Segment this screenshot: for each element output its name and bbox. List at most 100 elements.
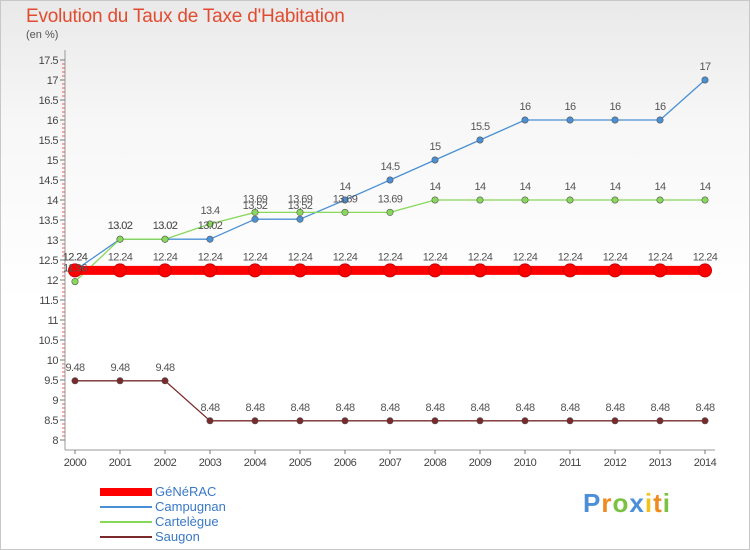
chart-axes: 8 8.5 9 9.5 10 10.5 11 11.5 12 12.5 13 13.5 14 14.5 15… (39, 50, 717, 469)
logo-letter: t (653, 488, 663, 518)
x-tick-label: 2002 (154, 457, 177, 469)
data-label: 8.48 (470, 402, 489, 414)
data-point (566, 196, 574, 204)
y-tick-label: 14 (47, 195, 59, 207)
y-tick-label: 17 (47, 75, 59, 87)
data-point (656, 417, 664, 425)
y-tick-label: 12.5 (39, 255, 59, 267)
y-tick-label: 16.5 (39, 95, 59, 107)
x-tick-label: 2011 (559, 457, 581, 469)
logo-letter: i (644, 488, 654, 518)
data-point (293, 263, 307, 278)
data-point (248, 263, 262, 278)
data-point (386, 208, 394, 216)
y-tick-label: 15 (47, 155, 59, 167)
data-point (428, 263, 442, 278)
x-tick-label: 2000 (64, 457, 87, 469)
data-point (476, 417, 484, 425)
data-point (473, 263, 487, 278)
legend-label-generac: GéNéRAC (155, 484, 217, 499)
legend-swatch-generac (100, 488, 152, 496)
data-label: 14 (519, 181, 531, 193)
data-label: 9.48 (155, 362, 174, 374)
data-label: 12.24 (333, 251, 358, 263)
data-point (116, 377, 124, 385)
data-label: 15.5 (470, 121, 489, 133)
y-tick-label: 10 (47, 355, 59, 367)
legend-item-saugon: Saugon (100, 529, 300, 544)
data-point (656, 196, 664, 204)
x-tick-label: 2008 (424, 457, 447, 469)
data-point (71, 278, 79, 286)
data-label: 12.24 (378, 251, 403, 263)
logo-letter: i (662, 488, 671, 518)
legend-swatch-saugon (100, 536, 152, 538)
x-tick-label: 2009 (469, 457, 492, 469)
data-label: 14 (609, 181, 621, 193)
data-point (701, 417, 709, 425)
legend-label-cartelegue: Cartelègue (155, 514, 219, 529)
data-labels-layer: 12.24 12.24 12.24 12.24 12.24 12.24 12.24 12.24… (63, 61, 719, 414)
data-label: 13.4 (200, 205, 219, 217)
logo-letter: x (629, 488, 645, 518)
data-label: 12.24 (108, 251, 133, 263)
data-point (341, 196, 349, 204)
data-point (386, 176, 394, 184)
data-point (341, 417, 349, 425)
data-label: 13.69 (378, 193, 403, 205)
y-tick-label: 14.5 (39, 175, 59, 187)
chart-subtitle: (en %) (26, 29, 59, 41)
data-point (698, 263, 712, 278)
x-tick-label: 2001 (109, 457, 132, 469)
data-point (383, 263, 397, 278)
data-label: 14 (654, 181, 666, 193)
data-label: 8.48 (380, 402, 399, 414)
data-point (113, 263, 127, 278)
x-tick-label: 2004 (244, 457, 267, 469)
data-point (251, 208, 259, 216)
data-point (161, 235, 169, 243)
data-point (296, 215, 304, 223)
data-point (251, 417, 259, 425)
data-point (386, 417, 394, 425)
x-tick-label: 2010 (514, 457, 537, 469)
data-label: 12.24 (63, 251, 88, 263)
data-point (206, 417, 214, 425)
data-label: 16 (609, 101, 621, 113)
data-point (431, 196, 439, 204)
proxiti-logo: Proxiti (583, 488, 671, 519)
data-label: 12.24 (63, 251, 88, 263)
data-label: 13.52 (288, 200, 313, 212)
data-point (611, 116, 619, 124)
data-point (71, 377, 79, 385)
data-label: 9.48 (65, 362, 84, 374)
data-label: 16 (519, 101, 531, 113)
data-label: 12.24 (243, 251, 268, 263)
data-point (338, 263, 352, 278)
data-label: 8.48 (560, 402, 579, 414)
data-point (521, 116, 529, 124)
data-point (521, 417, 529, 425)
data-point (251, 215, 259, 223)
data-label: 12.24 (153, 251, 178, 263)
chart-title: Evolution du Taux de Taxe d'Habitation (26, 6, 345, 27)
y-tick-label: 12 (47, 275, 59, 287)
y-tick-label: 15.5 (39, 135, 59, 147)
x-tick-label: 2005 (289, 457, 312, 469)
y-tick-label: 11.5 (39, 295, 58, 307)
data-point (161, 377, 169, 385)
data-label: 8.48 (425, 402, 444, 414)
data-point (476, 196, 484, 204)
data-point (701, 196, 709, 204)
y-tick-label: 13.5 (39, 215, 59, 227)
y-tick-label: 11 (48, 315, 59, 327)
data-point (563, 263, 577, 278)
data-label: 11.96 (63, 263, 87, 275)
data-point (476, 136, 484, 144)
data-label: 13.02 (108, 220, 133, 232)
data-label: 15 (429, 141, 441, 153)
legend-swatch-cartelegue (100, 521, 152, 523)
legend-label-campugnan: Campugnan (155, 499, 226, 514)
data-point (296, 208, 304, 216)
data-label: 14.5 (380, 161, 399, 173)
